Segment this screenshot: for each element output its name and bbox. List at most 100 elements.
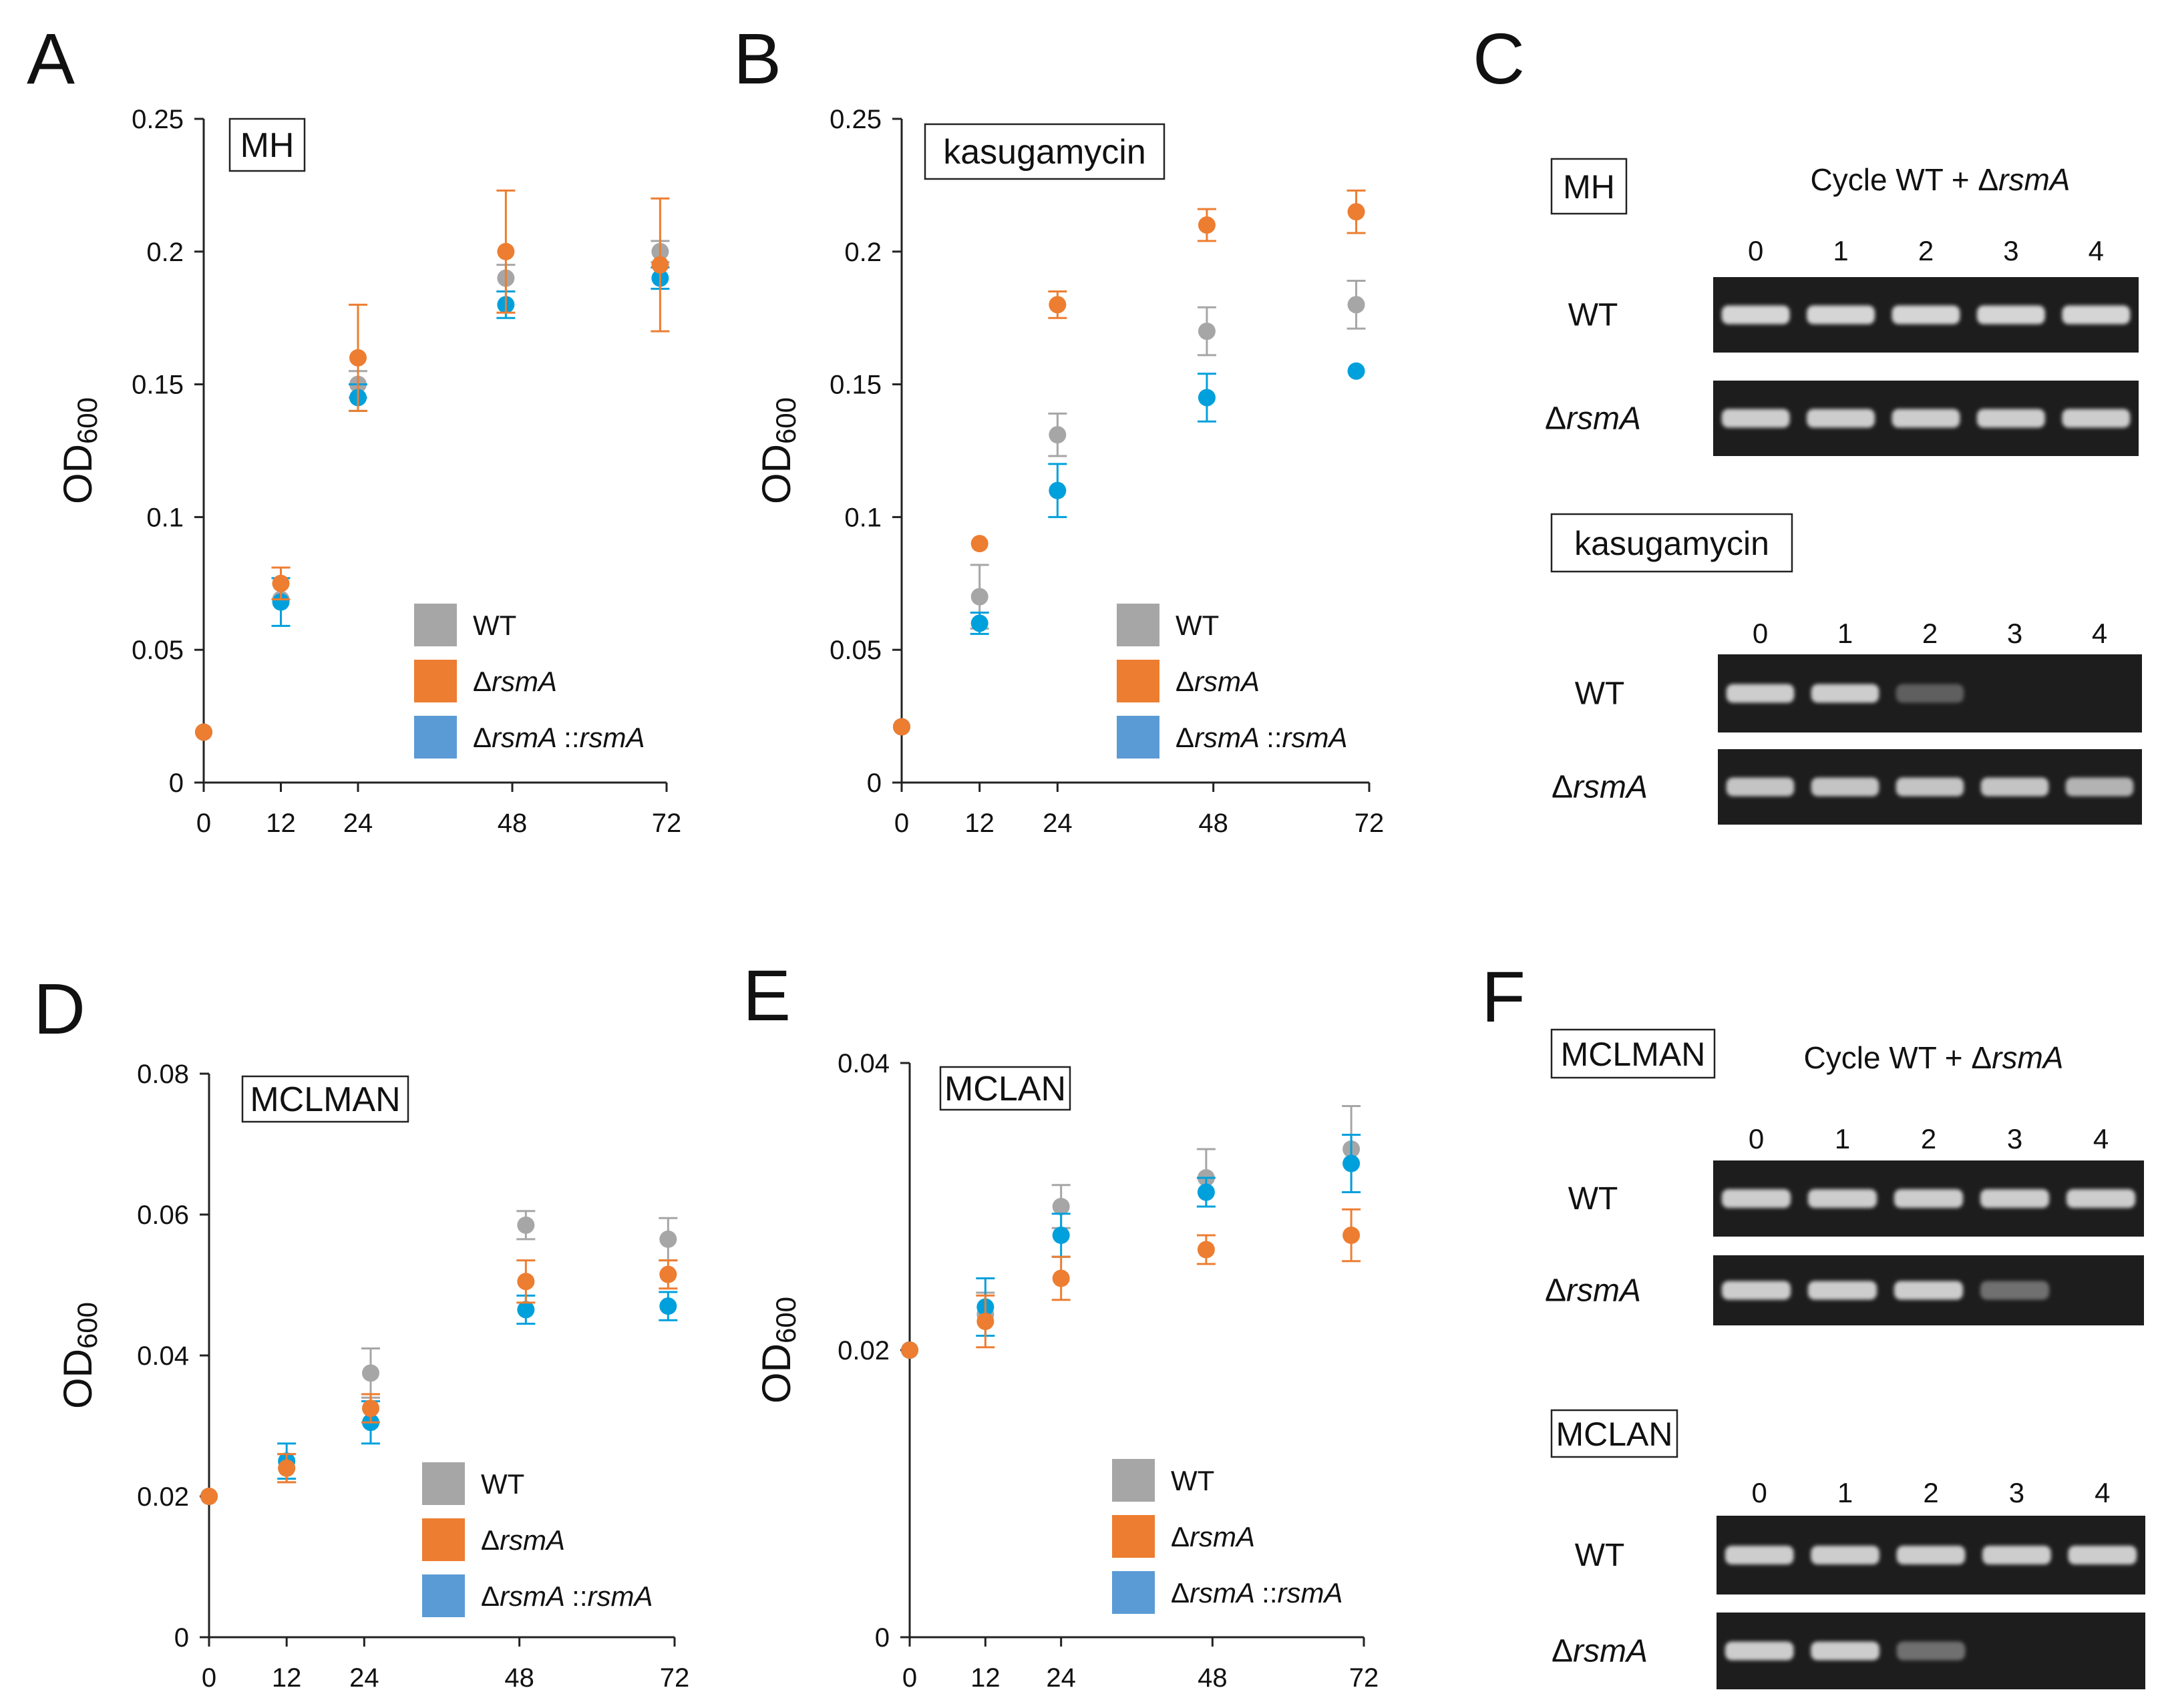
data-point (1049, 426, 1067, 444)
cycle-label: 0 (1748, 235, 1763, 266)
data-point (1198, 389, 1216, 407)
gel-band (1896, 777, 1964, 797)
data-point (517, 1301, 535, 1319)
y-tick-label: 0 (867, 769, 882, 798)
data-point (1342, 1154, 1361, 1172)
data-point (1049, 481, 1067, 499)
gel-band (1725, 1546, 1794, 1564)
data-point (659, 1265, 677, 1283)
data-point (1052, 1269, 1070, 1287)
gel-row-label: WT (1575, 676, 1625, 712)
condition-box (228, 118, 306, 172)
gel-band (1976, 305, 2045, 325)
series-1 (195, 189, 670, 741)
gel-row-1: ΔrsmA (1545, 1255, 2144, 1325)
gel-row-0: WT (1575, 654, 2142, 732)
data-point (272, 574, 290, 592)
charts-layer: A00.050.10.150.20.250 12 24 48 72OD600MHWTΔr… (27, 18, 1384, 1693)
gel-band (1807, 409, 1875, 428)
gel-row-label: ΔrsmA (1552, 1634, 1648, 1669)
cycle-label: 4 (2092, 618, 2107, 649)
condition-title: MCLAN (944, 1070, 1066, 1108)
y-tick-label: 0 (875, 1623, 890, 1653)
x-tick-label: 24 (1046, 1663, 1076, 1693)
data-point (1347, 203, 1365, 221)
cycle-label: 1 (1835, 1123, 1850, 1154)
cycle-label: 0 (1752, 1477, 1767, 1508)
gel-band (1721, 1189, 1791, 1208)
legend-label: ΔrsmA (481, 1524, 565, 1556)
legend-swatch (1117, 660, 1159, 702)
legend-label: ΔrsmA ::rsmA (1171, 1577, 1343, 1609)
data-point (651, 256, 669, 274)
cycle-label: 2 (1918, 235, 1934, 266)
y-tick-label: 0.15 (132, 371, 184, 400)
y-tick-label: 0.1 (146, 503, 184, 532)
legend-label: ΔrsmA ::rsmA (473, 722, 645, 753)
cycle-label: 0 (1753, 618, 1768, 649)
gel-block-0: MCLMAN 0 1 2 3 4 WT ΔrsmA (1545, 1028, 2144, 1325)
cycle-label: 2 (1921, 1123, 1936, 1154)
x-tick-label: 12 (266, 809, 296, 838)
gel-band (1807, 1189, 1877, 1208)
condition-box (1550, 513, 1793, 573)
cycle-label: 3 (2009, 1477, 2024, 1508)
cycle-label: 3 (2007, 618, 2022, 649)
gel-row-0: WT (1568, 1160, 2144, 1237)
data-point (1198, 216, 1216, 234)
cycle-label: 2 (1923, 1477, 1938, 1508)
data-point (1052, 1227, 1070, 1244)
data-point (659, 1230, 677, 1248)
gel-title: Cycle WT + ΔrsmA (1804, 1040, 2064, 1075)
gel-band (2062, 305, 2131, 325)
y-tick-label: 0.2 (146, 238, 184, 267)
gel-row-label: WT (1568, 1181, 1618, 1217)
x-tick-label: 0 (894, 809, 909, 838)
x-tick-label: 48 (504, 1663, 534, 1693)
legend-swatch (414, 660, 457, 702)
condition-box (924, 123, 1165, 180)
legend-label: ΔrsmA (473, 666, 557, 697)
x-tick-label: 48 (1198, 1663, 1228, 1693)
gel-block-0: MH 0 1 2 3 4 WT ΔrsmA (1545, 158, 2139, 456)
gel-band (1807, 1281, 1877, 1300)
y-axis-label: OD600 (754, 397, 801, 504)
legend-label: WT (473, 610, 516, 641)
data-point (970, 535, 988, 553)
gel-band (1721, 305, 1790, 325)
gel-band (1980, 1189, 2050, 1208)
x-tick-label: 0 (202, 1663, 216, 1693)
data-point (1049, 296, 1067, 314)
data-point (278, 1459, 296, 1477)
y-tick-label: 0.05 (830, 636, 882, 665)
legend-swatch (422, 1462, 465, 1505)
x-tick-label: 12 (970, 1663, 1001, 1693)
legend-label: ΔrsmA ::rsmA (481, 1580, 653, 1612)
gel-title: Cycle WT + ΔrsmA (1811, 162, 2071, 197)
data-point (362, 1400, 380, 1418)
legend-swatch (1117, 716, 1159, 759)
legend-label: ΔrsmA ::rsmA (1176, 722, 1348, 753)
data-point (893, 718, 910, 736)
panel-letter-F: F (1481, 956, 1525, 1037)
legend-swatch (422, 1518, 465, 1561)
y-tick-label: 0.2 (844, 238, 882, 267)
data-point (1197, 1241, 1215, 1259)
y-tick-label: 0.05 (132, 636, 184, 665)
x-tick-label: 12 (964, 809, 995, 838)
gel-band (2062, 409, 2131, 428)
panel-letter-D: D (33, 968, 85, 1049)
gel-band (1896, 1641, 1966, 1661)
y-tick-label: 0 (174, 1623, 189, 1653)
condition-title: MCLMAN (1561, 1036, 1706, 1073)
gel-band (1894, 1281, 1964, 1300)
panel-letter-E: E (743, 955, 791, 1036)
data-point (272, 593, 290, 611)
cycle-label: 0 (1749, 1123, 1764, 1154)
data-point (200, 1488, 218, 1505)
series-1 (200, 1259, 678, 1505)
